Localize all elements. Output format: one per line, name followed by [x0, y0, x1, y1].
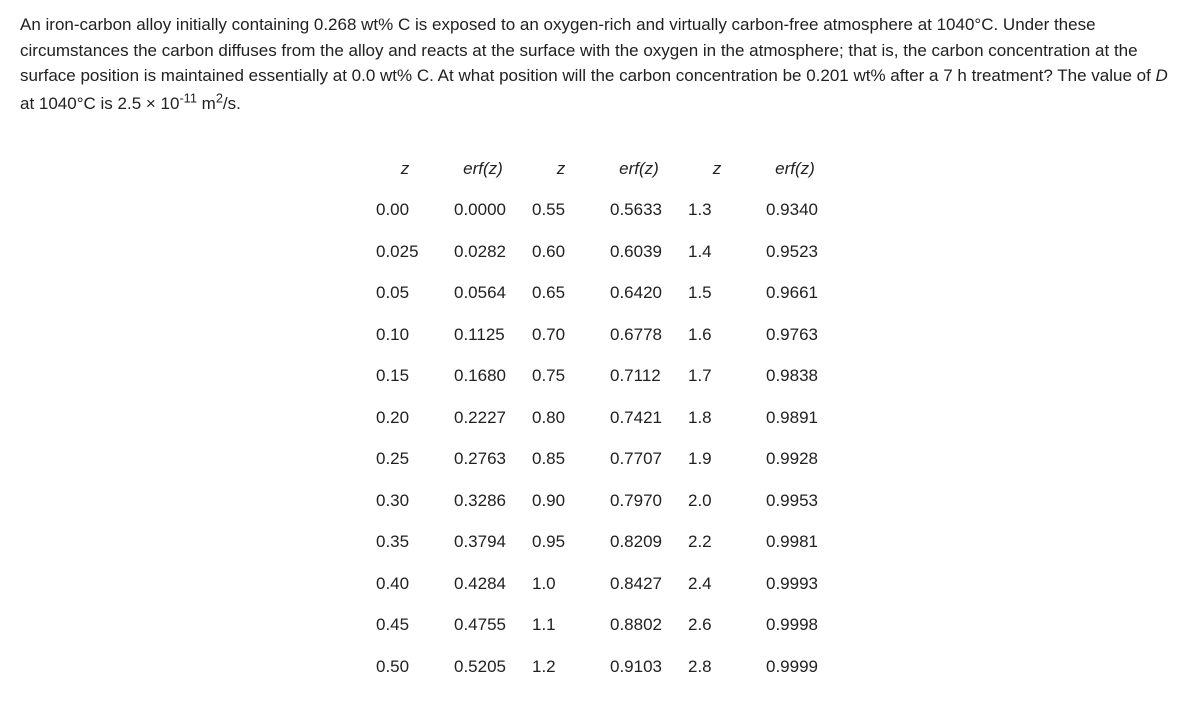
erfz-cell: 0.5633: [609, 196, 669, 224]
erfz-cell: 0.6778: [609, 321, 669, 349]
erfz-cell: 0.1125: [453, 321, 513, 349]
z-cell: 1.2: [531, 653, 591, 681]
erfz-cell: 0.6420: [609, 279, 669, 307]
col-z-header: z: [375, 155, 435, 183]
z-cell: 0.95: [531, 528, 591, 556]
problem-statement: An iron-carbon alloy initially containin…: [20, 12, 1180, 117]
erfz-cell: 0.9523: [765, 238, 825, 266]
z-cell: 1.8: [687, 404, 747, 432]
erfz-cell: 0.0282: [453, 238, 513, 266]
z-cell: 0.00: [375, 196, 435, 224]
z-cell: 0.10: [375, 321, 435, 349]
z-cell: 0.80: [531, 404, 591, 432]
erfz-cell: 0.3794: [453, 528, 513, 556]
erfz-cell: 0.7970: [609, 487, 669, 515]
z-cell: 2.2: [687, 528, 747, 556]
erfz-cell: 0.8209: [609, 528, 669, 556]
erfz-cell: 0.7421: [609, 404, 669, 432]
z-cell: 0.75: [531, 362, 591, 390]
col-z-header: z: [687, 155, 747, 183]
z-cell: 0.90: [531, 487, 591, 515]
col-erfz-header: erf(z): [765, 155, 825, 183]
z-cell: 0.70: [531, 321, 591, 349]
erfz-cell: 0.5205: [453, 653, 513, 681]
table-row: 0.45 0.4755 1.1 0.8802 2.6 0.9998: [375, 611, 825, 639]
erfz-cell: 0.2763: [453, 445, 513, 473]
z-cell: 0.25: [375, 445, 435, 473]
erfz-cell: 0.6039: [609, 238, 669, 266]
table-row: 0.10 0.1125 0.70 0.6778 1.6 0.9763: [375, 321, 825, 349]
erfz-cell: 0.7707: [609, 445, 669, 473]
col-erfz-header: erf(z): [609, 155, 669, 183]
z-cell: 1.1: [531, 611, 591, 639]
erfz-cell: 0.9953: [765, 487, 825, 515]
table-row: 0.35 0.3794 0.95 0.8209 2.2 0.9981: [375, 528, 825, 556]
table-row: 0.25 0.2763 0.85 0.7707 1.9 0.9928: [375, 445, 825, 473]
erfz-cell: 0.9999: [765, 653, 825, 681]
z-cell: 2.6: [687, 611, 747, 639]
table-header-row: z erf(z) z erf(z) z erf(z): [375, 155, 825, 183]
z-cell: 2.4: [687, 570, 747, 598]
z-cell: 1.3: [687, 196, 747, 224]
table-row: 0.50 0.5205 1.2 0.9103 2.8 0.9999: [375, 653, 825, 681]
z-cell: 1.4: [687, 238, 747, 266]
z-cell: 1.5: [687, 279, 747, 307]
erfz-cell: 0.3286: [453, 487, 513, 515]
z-cell: 0.60: [531, 238, 591, 266]
z-cell: 0.65: [531, 279, 591, 307]
erfz-cell: 0.9928: [765, 445, 825, 473]
z-cell: 0.45: [375, 611, 435, 639]
z-cell: 0.05: [375, 279, 435, 307]
z-cell: 0.20: [375, 404, 435, 432]
z-cell: 0.55: [531, 196, 591, 224]
table-row: 0.00 0.0000 0.55 0.5633 1.3 0.9340: [375, 196, 825, 224]
problem-text: An iron-carbon alloy initially containin…: [20, 15, 1168, 113]
erfz-cell: 0.7112: [609, 362, 669, 390]
z-cell: 2.8: [687, 653, 747, 681]
z-cell: 0.35: [375, 528, 435, 556]
erfz-cell: 0.4284: [453, 570, 513, 598]
z-cell: 0.30: [375, 487, 435, 515]
z-cell: 0.40: [375, 570, 435, 598]
z-cell: 1.0: [531, 570, 591, 598]
erf-table: z erf(z) z erf(z) z erf(z) 0.00 0.0000 0.5…: [357, 141, 843, 695]
erfz-cell: 0.9838: [765, 362, 825, 390]
erfz-cell: 0.9103: [609, 653, 669, 681]
erfz-cell: 0.9763: [765, 321, 825, 349]
erfz-cell: 0.9340: [765, 196, 825, 224]
erfz-cell: 0.8427: [609, 570, 669, 598]
z-cell: 2.0: [687, 487, 747, 515]
erfz-cell: 0.4755: [453, 611, 513, 639]
col-z-header: z: [531, 155, 591, 183]
table-row: 0.30 0.3286 0.90 0.7970 2.0 0.9953: [375, 487, 825, 515]
col-erfz-header: erf(z): [453, 155, 513, 183]
erfz-cell: 0.0564: [453, 279, 513, 307]
table-row: 0.05 0.0564 0.65 0.6420 1.5 0.9661: [375, 279, 825, 307]
z-cell: 0.025: [375, 238, 435, 266]
erfz-cell: 0.1680: [453, 362, 513, 390]
z-cell: 1.7: [687, 362, 747, 390]
table-row: 0.40 0.4284 1.0 0.8427 2.4 0.9993: [375, 570, 825, 598]
z-cell: 0.85: [531, 445, 591, 473]
z-cell: 0.15: [375, 362, 435, 390]
table-row: 0.15 0.1680 0.75 0.7112 1.7 0.9838: [375, 362, 825, 390]
z-cell: 1.6: [687, 321, 747, 349]
table-row: 0.20 0.2227 0.80 0.7421 1.8 0.9891: [375, 404, 825, 432]
erfz-cell: 0.9998: [765, 611, 825, 639]
erfz-cell: 0.9993: [765, 570, 825, 598]
erfz-cell: 0.9891: [765, 404, 825, 432]
erfz-cell: 0.9981: [765, 528, 825, 556]
table-row: 0.025 0.0282 0.60 0.6039 1.4 0.9523: [375, 238, 825, 266]
z-cell: 0.50: [375, 653, 435, 681]
erfz-cell: 0.9661: [765, 279, 825, 307]
erfz-cell: 0.0000: [453, 196, 513, 224]
z-cell: 1.9: [687, 445, 747, 473]
erfz-cell: 0.2227: [453, 404, 513, 432]
erfz-cell: 0.8802: [609, 611, 669, 639]
